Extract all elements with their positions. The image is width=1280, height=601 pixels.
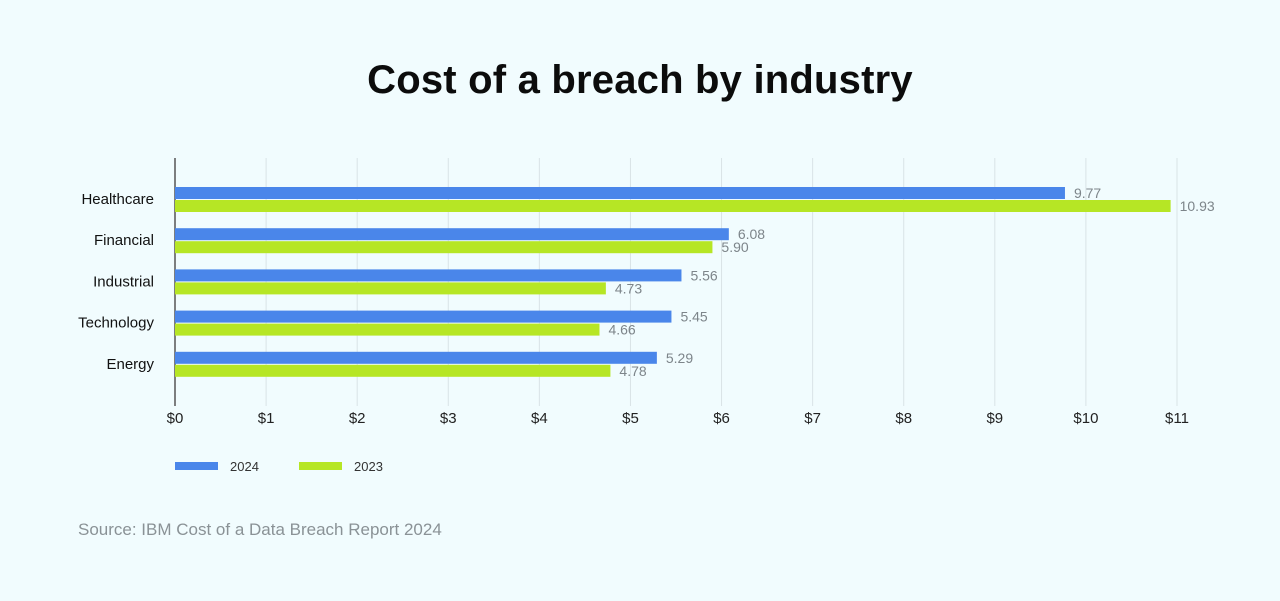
category-label: Industrial bbox=[93, 273, 154, 290]
legend-swatch bbox=[175, 462, 218, 470]
data-label: 9.77 bbox=[1074, 185, 1101, 201]
x-tick-label: $9 bbox=[986, 410, 1003, 427]
x-tick-label: $11 bbox=[1165, 410, 1189, 427]
bar bbox=[175, 200, 1171, 212]
bar bbox=[175, 269, 682, 282]
x-tick-label: $2 bbox=[349, 410, 366, 427]
bar bbox=[175, 364, 611, 377]
category-label: Healthcare bbox=[81, 191, 154, 208]
chart-title: Cost of a breach by industry bbox=[367, 58, 913, 102]
data-label: 6.08 bbox=[738, 226, 765, 242]
source-note: Source: IBM Cost of a Data Breach Report… bbox=[78, 520, 442, 539]
x-tick-label: $5 bbox=[622, 410, 639, 427]
data-label: 4.78 bbox=[619, 363, 646, 379]
data-label: 4.73 bbox=[615, 280, 642, 296]
category-label: Technology bbox=[78, 315, 154, 332]
x-tick-label: $8 bbox=[895, 410, 912, 427]
x-tick-label: $0 bbox=[167, 410, 184, 427]
x-tick-label: $7 bbox=[804, 410, 821, 427]
data-label: 5.56 bbox=[690, 267, 717, 283]
bar bbox=[175, 241, 713, 254]
bar bbox=[175, 187, 1065, 199]
data-label: 5.90 bbox=[721, 239, 748, 255]
legend-swatch bbox=[299, 462, 342, 470]
category-label: Financial bbox=[94, 232, 154, 249]
bar bbox=[175, 228, 729, 241]
data-label: 4.66 bbox=[608, 322, 635, 338]
bar bbox=[175, 351, 657, 364]
bar bbox=[175, 310, 672, 323]
x-tick-label: $10 bbox=[1073, 410, 1098, 427]
bar bbox=[175, 282, 606, 295]
x-tick-label: $4 bbox=[531, 410, 548, 427]
legend-label: 2023 bbox=[354, 459, 383, 474]
bar bbox=[175, 323, 600, 336]
data-label: 5.45 bbox=[680, 309, 707, 325]
x-tick-label: $3 bbox=[440, 410, 457, 427]
x-tick-label: $6 bbox=[713, 410, 730, 427]
data-label: 10.93 bbox=[1180, 198, 1215, 214]
data-label: 5.29 bbox=[666, 350, 693, 366]
category-label: Energy bbox=[106, 356, 154, 373]
legend-label: 2024 bbox=[230, 459, 259, 474]
x-tick-label: $1 bbox=[258, 410, 275, 427]
